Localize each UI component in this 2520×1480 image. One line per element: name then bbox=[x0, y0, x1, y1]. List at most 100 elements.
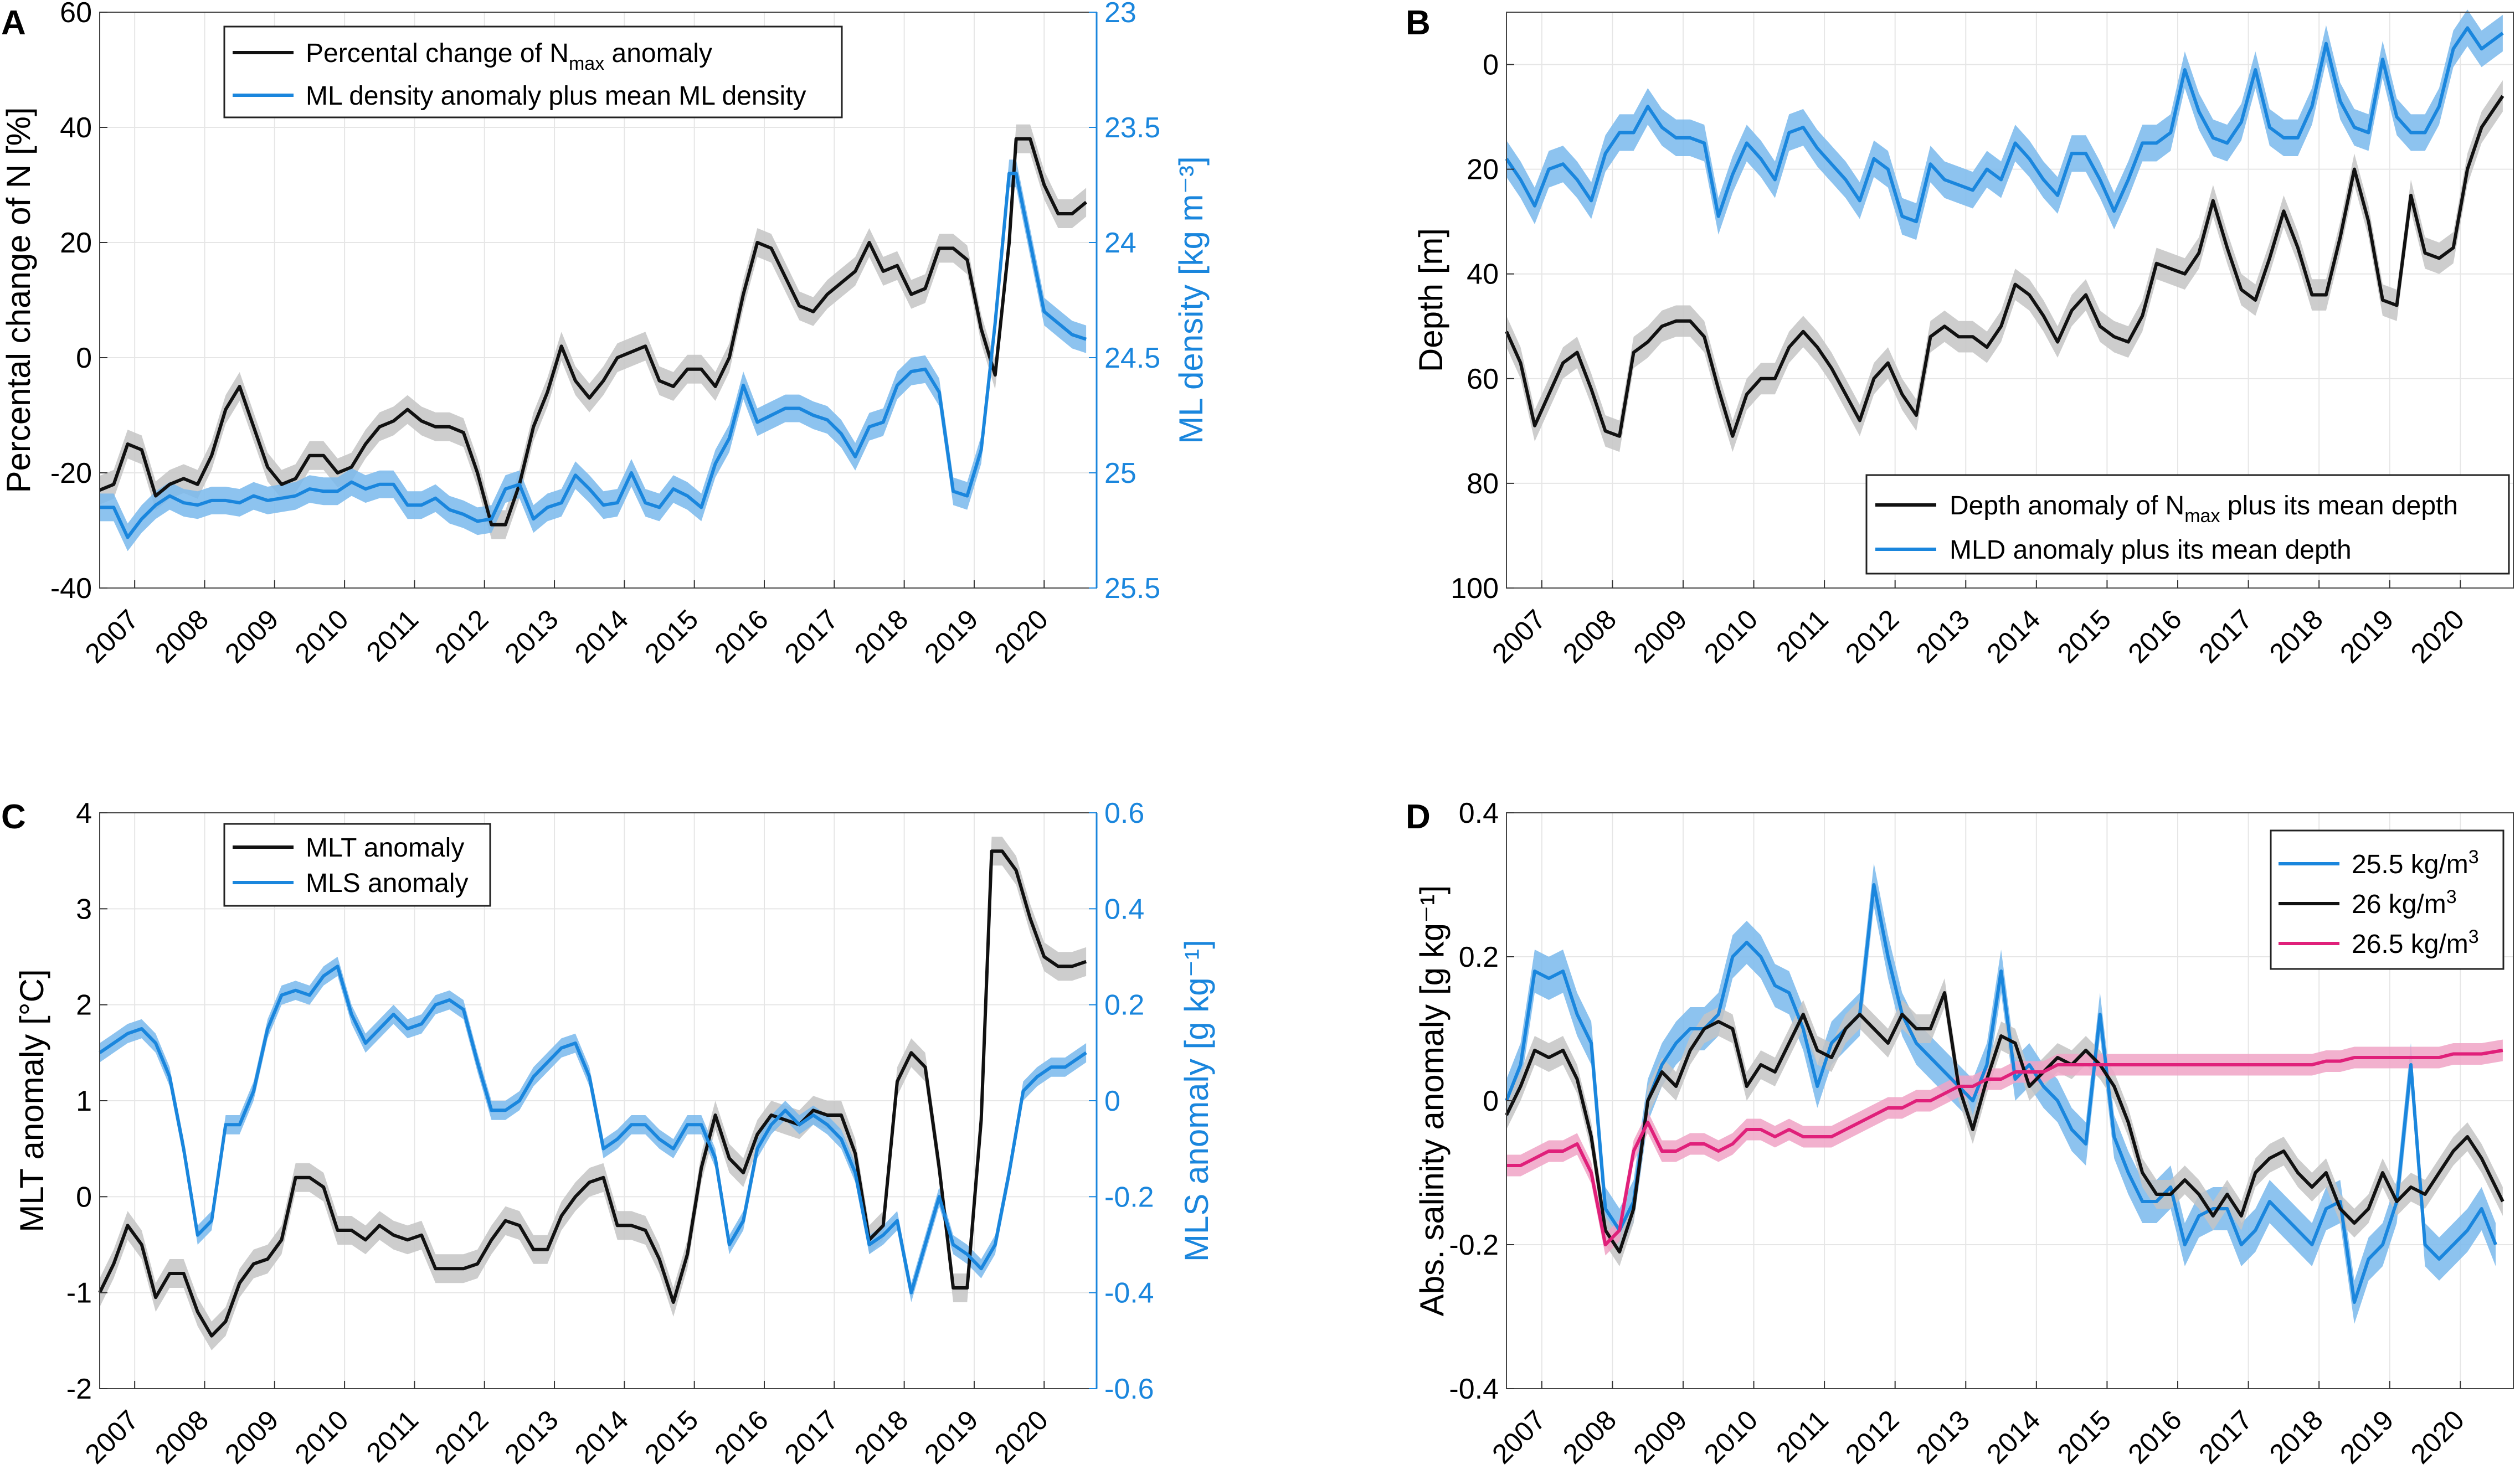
x-tick-label: 2012 bbox=[429, 1404, 494, 1469]
panel-b-x-axis: 2007 2008 2009 2010 2011 2012 2013 2014 2015 2016… bbox=[1486, 580, 2470, 669]
x-tick-label: 2012 bbox=[1839, 604, 1905, 669]
right-tick-label: 0.4 bbox=[1104, 893, 1144, 925]
x-tick-label: 2020 bbox=[989, 604, 1054, 669]
series-uncertainty-band-1 bbox=[100, 124, 1087, 539]
x-tick-label: 2014 bbox=[569, 604, 634, 669]
y-tick-label: 0 bbox=[1483, 1085, 1499, 1117]
panel-a-left-axis-label: Percental change of N [%] bbox=[0, 107, 37, 493]
panel-d-left-axis-label: Abs. salinity anomaly [g kg⁻¹] bbox=[1413, 885, 1451, 1317]
x-tick-label: 2020 bbox=[989, 1404, 1054, 1469]
x-tick-label: 2016 bbox=[709, 1404, 774, 1469]
y-tick-label: -2 bbox=[66, 1373, 92, 1405]
x-tick-label: 2011 bbox=[1770, 604, 1834, 668]
panel-b-legend-item-2: MLD anomaly plus its mean depth bbox=[1950, 535, 2352, 565]
right-tick-label: 24 bbox=[1104, 227, 1136, 259]
x-tick-label: 2011 bbox=[1770, 1404, 1834, 1468]
x-tick-label: 2018 bbox=[848, 1404, 914, 1469]
panel-letter-b: B bbox=[1406, 4, 1431, 42]
x-tick-label: 2018 bbox=[2264, 604, 2329, 669]
series-line-3 bbox=[1506, 1049, 2503, 1246]
x-tick-label: 2008 bbox=[1557, 1404, 1622, 1469]
x-tick-label: 2017 bbox=[779, 604, 844, 669]
y-tick-label: 60 bbox=[1467, 363, 1499, 395]
panel-d-legend: 25.5 kg/m3 26 kg/m3 26.5 kg/m3 bbox=[2270, 829, 2504, 970]
x-tick-label: 2014 bbox=[1981, 1404, 2046, 1469]
x-tick-label: 2019 bbox=[918, 1404, 984, 1469]
x-tick-label: 2014 bbox=[569, 1404, 634, 1469]
series-uncertainty-band-2 bbox=[1506, 9, 2503, 240]
x-tick-label: 2007 bbox=[1486, 1404, 1551, 1469]
x-tick-label: 2015 bbox=[2051, 1404, 2117, 1469]
panel-c-left-axis: -2 -1 0 1 2 3 4 bbox=[66, 797, 107, 1405]
panel-a-x-axis: 2007 2008 2009 2010 2011 2012 2013 2014 2015 2016… bbox=[79, 580, 1054, 669]
x-tick-label: 2012 bbox=[1839, 1404, 1905, 1469]
x-tick-label: 2009 bbox=[219, 604, 284, 669]
right-tick-label: -0.2 bbox=[1104, 1181, 1154, 1213]
x-tick-label: 2016 bbox=[709, 604, 774, 669]
panel-c-legend: MLT anomaly MLS anomaly bbox=[223, 823, 491, 907]
panel-d-left-axis: -0.4 -0.2 0 0.2 0.4 bbox=[1449, 797, 1514, 1405]
x-tick-label: 2009 bbox=[219, 1404, 284, 1469]
x-tick-label: 2008 bbox=[149, 1404, 214, 1469]
y-tick-label: 0 bbox=[1483, 49, 1499, 81]
series-line-1 bbox=[98, 849, 1087, 1338]
panel-c-lines bbox=[98, 849, 1087, 1338]
x-tick-label: 2017 bbox=[2193, 604, 2258, 669]
series-uncertainty-band-1 bbox=[100, 837, 1087, 1350]
x-tick-label: 2014 bbox=[1981, 604, 2046, 669]
y-tick-label: 40 bbox=[1467, 259, 1499, 291]
y-tick-label: 100 bbox=[1451, 573, 1499, 605]
x-tick-label: 2011 bbox=[361, 604, 425, 668]
y-tick-label: 80 bbox=[1467, 468, 1499, 500]
y-tick-label: 3 bbox=[76, 893, 92, 925]
y-tick-label: -20 bbox=[50, 457, 92, 489]
x-tick-label: 2009 bbox=[1627, 604, 1693, 669]
right-tick-label: 0.2 bbox=[1104, 989, 1144, 1022]
y-tick-label: 60 bbox=[60, 0, 92, 29]
right-tick-label: 0.6 bbox=[1104, 797, 1144, 829]
right-tick-label: 23.5 bbox=[1104, 112, 1160, 144]
panel-d-legend-item-1: 25.5 kg/m3 bbox=[2352, 847, 2479, 879]
panel-c-x-axis: 2007 2008 2009 2010 2011 2012 2013 2014 2015 2016… bbox=[79, 1381, 1054, 1469]
panel-a-right-axis-label: ML density [kg m⁻³] bbox=[1172, 156, 1210, 444]
panel-a-legend: Percental change of Nmax anomaly ML dens… bbox=[223, 25, 843, 118]
panel-d-lines bbox=[1505, 883, 2504, 1304]
y-tick-label: 20 bbox=[60, 227, 92, 259]
x-tick-label: 2017 bbox=[2193, 1404, 2258, 1469]
panel-a-legend-box bbox=[223, 25, 843, 118]
x-tick-label: 2008 bbox=[149, 604, 214, 669]
panel-c-bands bbox=[100, 837, 1087, 1350]
right-tick-label: -0.6 bbox=[1104, 1373, 1154, 1405]
panel-c-left-axis-label: MLT anomaly [°C] bbox=[13, 969, 50, 1232]
right-tick-label: 25.5 bbox=[1104, 573, 1160, 605]
series-line-1 bbox=[99, 137, 1088, 527]
x-tick-label: 2015 bbox=[2051, 604, 2117, 669]
y-tick-label: 1 bbox=[76, 1085, 92, 1117]
series-line-2 bbox=[99, 965, 1087, 1295]
y-tick-label: 2 bbox=[76, 989, 92, 1022]
panel-a-bands bbox=[100, 124, 1087, 551]
panel-c-right-axis-label: MLS anomaly [g kg⁻¹] bbox=[1178, 940, 1215, 1262]
panel-a-legend-item-2: ML density anomaly plus mean ML density bbox=[306, 81, 806, 111]
panel-a-lines bbox=[99, 137, 1088, 539]
panel-b-legend: Depth anomaly of Nmax plus its mean dept… bbox=[1865, 474, 2510, 575]
series-line-1 bbox=[1505, 883, 2497, 1304]
panel-a-legend-item-1: Percental change of Nmax anomaly bbox=[306, 39, 712, 74]
panel-letter-d: D bbox=[1406, 798, 1431, 836]
panel-d-legend-box bbox=[2270, 829, 2504, 970]
right-tick-label: -0.4 bbox=[1104, 1277, 1154, 1309]
y-tick-label: 0.4 bbox=[1459, 797, 1499, 829]
panel-b-lines bbox=[1505, 26, 2504, 438]
x-tick-label: 2015 bbox=[639, 604, 704, 669]
x-tick-label: 2016 bbox=[2122, 604, 2188, 669]
x-tick-label: 2019 bbox=[918, 604, 984, 669]
x-tick-label: 2010 bbox=[1698, 604, 1763, 669]
panel-b-plot-area bbox=[1506, 12, 2514, 589]
panel-b-left-axis: 0 20 40 60 80 100 bbox=[1451, 49, 1514, 605]
series-line-2 bbox=[1505, 991, 2504, 1254]
x-tick-label: 2019 bbox=[2334, 604, 2399, 669]
x-tick-label: 2018 bbox=[2264, 1404, 2329, 1469]
x-tick-label: 2007 bbox=[79, 604, 145, 669]
